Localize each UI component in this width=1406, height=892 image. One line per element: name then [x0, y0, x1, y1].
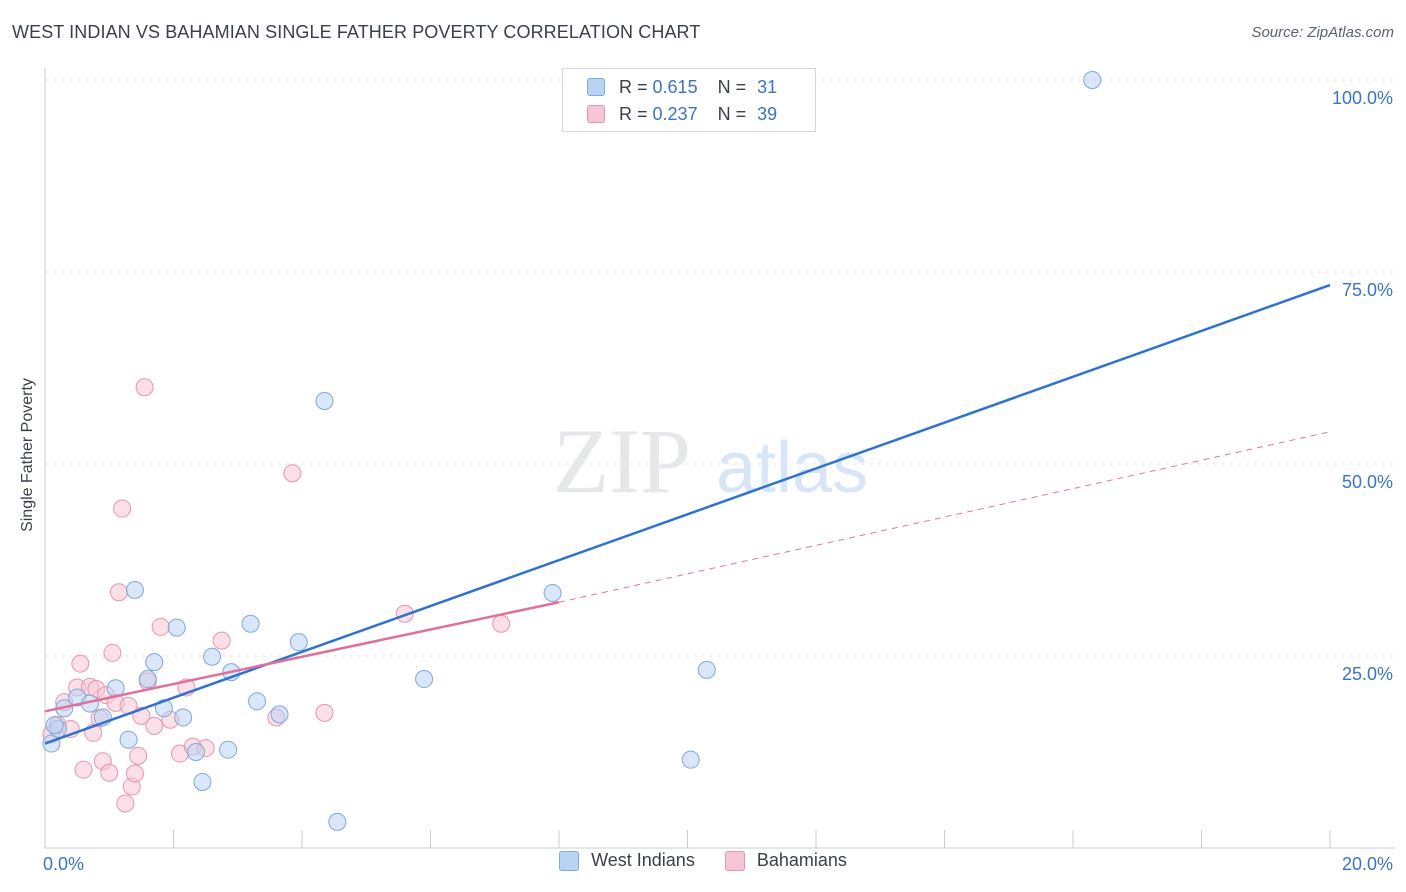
west-indians-trend-line [44, 283, 1331, 745]
west-indians-point-13 [174, 708, 193, 727]
west-indians-point-10 [145, 653, 164, 672]
west-indians-point-28 [697, 660, 716, 679]
legend-n-label: N = [717, 103, 747, 124]
west-indians-point-23 [315, 392, 334, 411]
west-indians-point-21 [270, 705, 289, 724]
legend-r-label: R = [619, 76, 648, 97]
y-tick-label-3: 100.0% [1332, 88, 1393, 108]
bahamians-point-6 [74, 760, 93, 779]
legend-row-bahamians: R = 0.237 N = 39 [587, 103, 777, 125]
bahamians-point-22 [129, 746, 148, 765]
correlation-legend: R = 0.615 N = 31 R = 0.237 N = 39 [562, 68, 816, 132]
west-indians-points [42, 71, 1102, 831]
west-indians-point-17 [219, 740, 238, 759]
legend-r-value: 0.615 [652, 76, 698, 97]
bahamians-point-27 [151, 617, 170, 636]
west-indians-point-29 [1083, 71, 1102, 89]
west-indians-point-9 [138, 670, 157, 689]
bahamians-point-18 [116, 794, 135, 813]
bahamians-point-38 [492, 614, 511, 633]
west-indians-point-15 [193, 772, 212, 791]
watermark: ZIP atlas [553, 410, 868, 512]
bahamians-point-16 [109, 583, 128, 602]
x-tick-label-min: 0.0% [43, 854, 84, 874]
chart-title: WEST INDIAN VS BAHAMIAN SINGLE FATHER PO… [12, 22, 701, 42]
legend-swatch-pink [587, 105, 605, 123]
tick-labels: 25.0% 50.0% 75.0% 100.0% 0.0% 20.0% [43, 88, 1393, 874]
west-indians-point-27 [681, 750, 700, 769]
gridlines [45, 79, 1395, 657]
west-indians-point-7 [119, 730, 138, 749]
west-indians-point-24 [328, 812, 347, 831]
bahamians-point-5 [71, 654, 90, 673]
legend-r-value: 0.237 [652, 103, 698, 124]
west-indians-point-25 [415, 670, 434, 689]
legend-r-label: R = [619, 103, 648, 124]
y-tick-label-1: 50.0% [1342, 472, 1393, 492]
west-indians-point-8 [125, 580, 144, 599]
series-legend-bahamians[interactable]: Bahamians [724, 850, 847, 871]
source-label: Source: ZipAtlas.com [1251, 24, 1394, 41]
bahamians-point-14 [103, 643, 122, 662]
west-indians-point-19 [241, 614, 260, 633]
bahamians-point-26 [145, 716, 164, 735]
trend-lines [44, 283, 1331, 745]
west-indians-point-26 [543, 584, 562, 603]
axes [44, 68, 1395, 849]
bahamians-point-17 [113, 499, 132, 518]
west-indians-point-16 [203, 647, 222, 666]
west-indians-point-22 [289, 633, 308, 652]
x-tick-label-max: 20.0% [1342, 854, 1393, 874]
series-legend: West Indians Bahamians [0, 850, 1406, 871]
y-tick-label-0: 25.0% [1342, 664, 1393, 684]
series-legend-west-indians[interactable]: West Indians [559, 850, 695, 871]
series-label-bahamians: Bahamians [756, 850, 847, 870]
watermark-zip: ZIP [553, 410, 691, 512]
bahamians-point-13 [100, 763, 119, 782]
legend-row-west-indians: R = 0.615 N = 31 [587, 76, 777, 98]
west-indians-point-30 [45, 716, 64, 735]
west-indians-point-12 [167, 618, 186, 637]
y-tick-label-2: 75.0% [1342, 280, 1393, 300]
series-label-west-indians: West Indians [591, 850, 695, 870]
west-indians-point-20 [248, 692, 267, 711]
legend-n-label: N = [717, 76, 747, 97]
bahamians-trend-line [44, 601, 560, 713]
bahamians-point-36 [315, 703, 334, 722]
legend-swatch-blue [587, 78, 605, 96]
series-swatch-blue [559, 850, 580, 871]
series-swatch-pink [724, 850, 745, 871]
bahamians-point-24 [135, 378, 154, 397]
legend-n-value: 31 [757, 76, 778, 97]
bahamians-point-35 [283, 464, 302, 483]
west-indians-point-14 [186, 743, 205, 761]
legend-n-value: 39 [757, 103, 778, 124]
bahamians-point-33 [212, 631, 231, 650]
bahamians-point-21 [125, 764, 144, 783]
bahamians-points [42, 378, 511, 813]
